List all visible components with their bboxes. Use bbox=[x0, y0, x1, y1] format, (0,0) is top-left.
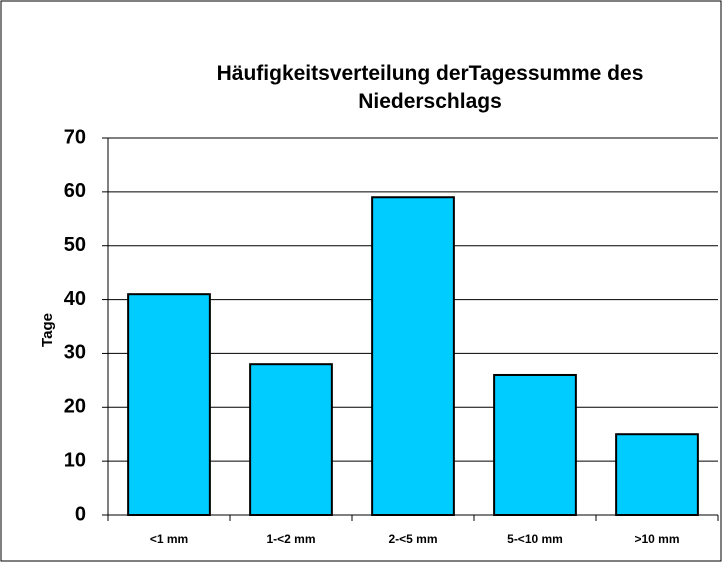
bar bbox=[615, 433, 699, 517]
bar bbox=[249, 363, 333, 517]
x-tick-label: 1-<2 mm bbox=[266, 532, 315, 546]
y-tick-label: 20 bbox=[64, 396, 86, 418]
y-tick-label: 10 bbox=[64, 449, 86, 471]
bar bbox=[371, 196, 455, 516]
chart-title: Häufigkeitsverteilung derTagessumme des … bbox=[216, 62, 644, 113]
y-axis-label: Tage bbox=[39, 313, 56, 347]
bar bbox=[127, 293, 211, 516]
y-tick-label: 70 bbox=[64, 126, 86, 148]
y-tick-label: 30 bbox=[64, 342, 86, 364]
y-tick-label: 0 bbox=[75, 503, 86, 525]
x-tick-label: <1 mm bbox=[150, 532, 188, 546]
y-tick-label: 50 bbox=[64, 234, 86, 256]
x-tick-label: >10 mm bbox=[634, 532, 679, 546]
x-tick-label: 2-<5 mm bbox=[388, 532, 437, 546]
x-tick-label: 5-<10 mm bbox=[507, 532, 563, 546]
y-tick-label: 60 bbox=[64, 180, 86, 202]
bar bbox=[493, 373, 577, 516]
y-tick-label: 40 bbox=[64, 288, 86, 310]
